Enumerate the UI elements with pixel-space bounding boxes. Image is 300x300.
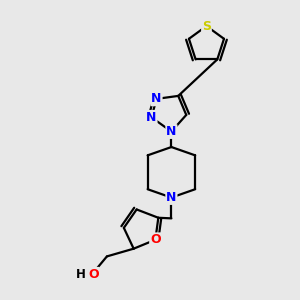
Text: N: N [166, 191, 177, 204]
Text: S: S [202, 20, 211, 33]
Text: H: H [76, 268, 86, 281]
Text: N: N [146, 111, 157, 124]
Text: N: N [152, 92, 162, 105]
Text: O: O [88, 268, 99, 281]
Text: N: N [166, 125, 177, 138]
Text: O: O [150, 233, 161, 246]
